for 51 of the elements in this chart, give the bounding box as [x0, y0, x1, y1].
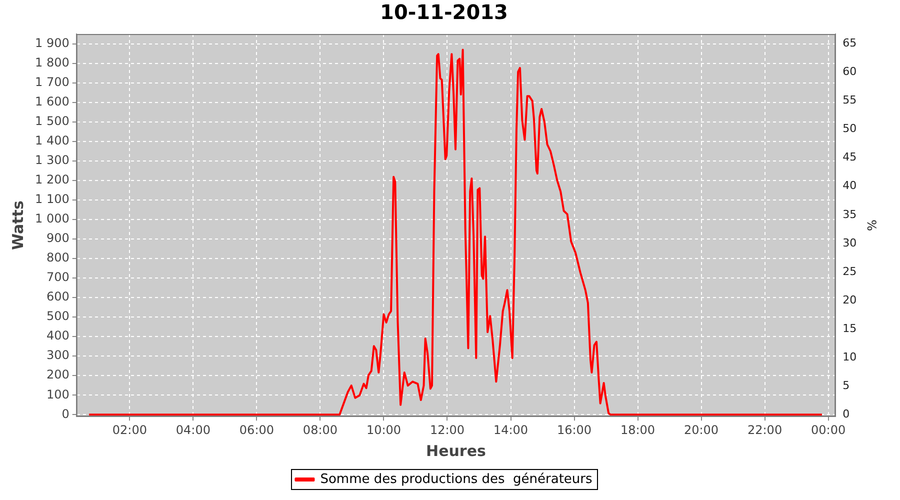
x-tick-label: 04:00 — [176, 422, 211, 437]
x-tick-label: 12:00 — [430, 422, 465, 437]
y-tick-label: 1 100 — [34, 192, 70, 206]
y2-tick-label: 15 — [842, 322, 857, 335]
y-tick-label: 1 700 — [34, 74, 70, 89]
y2-tick-label: 60 — [842, 65, 857, 78]
y2-axis-title: % — [864, 220, 879, 232]
y2-tick-label: 50 — [842, 122, 857, 136]
x-tick-label: 14:00 — [493, 422, 528, 437]
y-tick-label: 500 — [46, 309, 70, 324]
x-tick-label: 00:00 — [811, 422, 846, 437]
y-tick-label: 1 400 — [34, 133, 70, 148]
y2-tick-label: 55 — [842, 94, 857, 107]
x-tick-label: 06:00 — [239, 422, 274, 437]
chart-title: 10-11-2013 — [380, 0, 508, 24]
y2-tick-label: 65 — [842, 36, 857, 50]
x-tick-label: 18:00 — [620, 422, 656, 437]
x-tick-label: 16:00 — [556, 422, 592, 437]
y2-tick-label: 45 — [842, 150, 857, 164]
x-tick-label: 02:00 — [112, 422, 147, 437]
x-axis-title: Heures — [426, 442, 486, 460]
y-tick-label: 800 — [46, 250, 70, 265]
y-axis-title: Watts — [8, 200, 27, 250]
y2-tick-label: 5 — [842, 378, 850, 392]
y2-tick-label: 10 — [842, 350, 857, 364]
y-tick-label: 0 — [62, 406, 70, 421]
x-tick-label: 22:00 — [747, 422, 782, 437]
legend-label: Somme des productions des générateurs — [320, 472, 593, 487]
y-tick-label: 1 600 — [34, 94, 70, 108]
y2-tick-label: 35 — [842, 208, 857, 221]
y-tick-label: 1 900 — [34, 36, 70, 50]
y-tick-label: 1 300 — [34, 153, 70, 168]
y-tick-label: 1 800 — [34, 55, 70, 70]
y2-tick-label: 25 — [842, 264, 857, 278]
y-tick-label: 200 — [46, 368, 70, 382]
y2-tick-label: 0 — [842, 408, 850, 421]
x-tick-label: 08:00 — [302, 422, 338, 437]
y-tick-label: 900 — [46, 231, 70, 246]
y-tick-label: 1 000 — [34, 212, 70, 226]
y-tick-label: 1 500 — [34, 114, 70, 128]
y-tick-label: 700 — [46, 270, 70, 284]
y2-tick-label: 40 — [842, 179, 857, 192]
x-tick-label: 10:00 — [366, 422, 402, 437]
y-tick-label: 1 200 — [34, 172, 70, 187]
x-tick-label: 20:00 — [684, 422, 719, 437]
y-tick-label: 600 — [46, 290, 70, 304]
y-tick-label: 300 — [46, 348, 70, 362]
y-tick-label: 400 — [46, 328, 70, 343]
y2-tick-label: 20 — [842, 293, 857, 306]
y2-tick-label: 30 — [842, 236, 857, 250]
y-tick-label: 100 — [46, 387, 70, 402]
